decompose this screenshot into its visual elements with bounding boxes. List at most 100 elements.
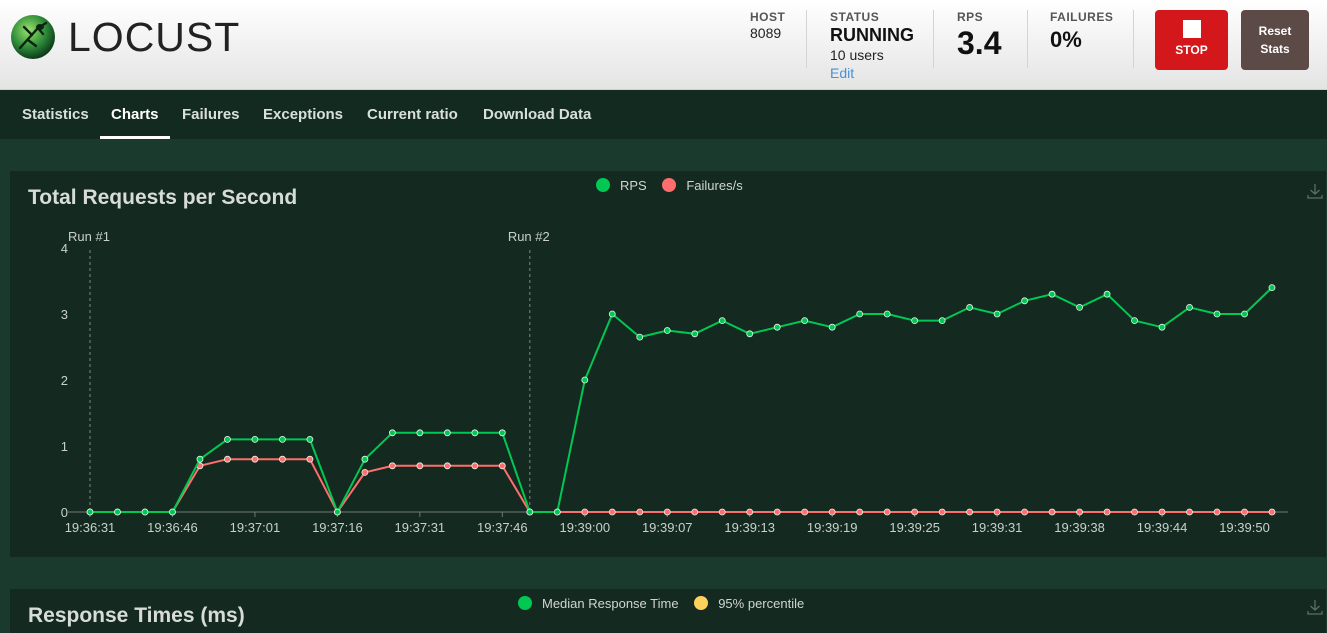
data-point <box>86 508 94 516</box>
legend-item-median[interactable]: Median Response Time <box>518 596 679 611</box>
data-point <box>361 468 369 476</box>
data-point <box>663 508 671 516</box>
stop-label: STOP <box>1175 43 1208 57</box>
y-tick-label: 0 <box>61 505 68 520</box>
data-point <box>169 508 176 516</box>
download-icon[interactable] <box>1306 598 1324 616</box>
chart-legend: Median Response Time 95% percentile <box>518 596 812 611</box>
data-point <box>718 317 726 325</box>
x-tick-label: 19:39:31 <box>972 520 1023 535</box>
data-point <box>938 317 946 325</box>
data-point <box>1158 508 1166 516</box>
legend-item-p95[interactable]: 95% percentile <box>694 596 804 611</box>
run-marker-label: Run #1 <box>68 229 110 244</box>
tab-statistics[interactable]: Statistics <box>22 106 89 123</box>
x-tick-label: 19:39:13 <box>724 520 775 535</box>
tab-failures[interactable]: Failures <box>182 106 240 123</box>
rps-line-chart: 0 1 2 3 4 19:36:31 19:36:46 19:37:01 19:37:16 19:… <box>61 229 1288 535</box>
data-point <box>691 330 699 338</box>
run-marker-label: Run #2 <box>508 229 550 244</box>
top-bar: LOCUST HOST 8089 STATUS RUNNING 10 users… <box>0 0 1327 90</box>
data-point <box>196 455 204 463</box>
status-label: STATUS <box>830 10 880 24</box>
legend-dot <box>518 596 532 610</box>
x-tick-label: 19:39:44 <box>1137 520 1188 535</box>
y-tick-label: 3 <box>61 307 68 322</box>
legend-label: 95% percentile <box>718 596 805 611</box>
data-point <box>938 508 946 516</box>
data-point <box>251 435 259 443</box>
chart-legend: RPS Failures/s <box>596 178 751 193</box>
tab-charts[interactable]: Charts <box>100 90 169 139</box>
x-tick-label: 19:37:46 <box>477 520 528 535</box>
failures-stat: FAILURES 0% <box>1050 10 1113 53</box>
download-icon[interactable] <box>1306 182 1324 200</box>
user-count: 10 users <box>830 47 884 63</box>
stop-button[interactable]: STOP <box>1155 10 1228 70</box>
legend-item-failures[interactable]: Failures/s <box>662 178 743 193</box>
data-point <box>581 376 589 384</box>
series-line <box>90 286 1273 515</box>
data-point <box>663 327 671 334</box>
divider <box>1133 10 1134 68</box>
data-point <box>801 317 809 325</box>
data-point <box>608 310 616 318</box>
data-point <box>993 310 1001 318</box>
data-point <box>279 435 286 443</box>
y-tick-label: 2 <box>61 373 68 388</box>
tab-download-data[interactable]: Download Data <box>483 106 592 123</box>
reset-stats-button[interactable]: Reset Stats <box>1241 10 1309 70</box>
data-point <box>1048 508 1056 516</box>
series-line <box>90 458 1272 514</box>
legend-dot <box>662 178 677 192</box>
data-point <box>1021 297 1029 305</box>
x-tick-label: 19:37:01 <box>230 520 281 535</box>
data-point <box>746 330 754 338</box>
data-point <box>801 508 809 516</box>
data-point <box>966 508 974 516</box>
x-tick-label: 19:39:50 <box>1219 520 1270 535</box>
failures-label: FAILURES <box>1050 10 1114 24</box>
tab-current-ratio[interactable]: Current ratio <box>367 106 458 123</box>
chart-title: Total Requests per Second <box>28 186 298 209</box>
tab-exceptions[interactable]: Exceptions <box>263 106 344 123</box>
x-tick-label: 19:39:07 <box>642 520 693 535</box>
legend-label: RPS <box>620 178 647 193</box>
x-tick-label: 19:37:31 <box>395 520 446 535</box>
data-point <box>1076 508 1083 516</box>
data-point <box>746 508 754 516</box>
data-point <box>553 508 561 516</box>
x-tick-label: 19:37:16 <box>312 520 363 535</box>
data-point <box>608 508 616 516</box>
divider <box>806 10 807 68</box>
edit-link[interactable]: Edit <box>830 65 855 81</box>
data-point <box>966 303 974 311</box>
data-point <box>773 323 781 331</box>
data-point <box>471 462 479 470</box>
data-point <box>911 508 919 516</box>
rps-label: RPS <box>957 10 984 24</box>
rps-chart-panel: Total Requests per Second RPS Failures/s… <box>10 171 1326 557</box>
x-tick-label: 19:39:38 <box>1054 520 1105 535</box>
host-label: HOST <box>750 10 786 24</box>
divider <box>933 10 934 68</box>
data-point <box>1103 508 1111 516</box>
data-point <box>1241 508 1248 516</box>
data-point <box>883 310 891 318</box>
x-tick-label: 19:39:19 <box>807 520 858 535</box>
data-point <box>1131 508 1138 516</box>
data-point <box>443 462 451 470</box>
data-point <box>306 435 314 443</box>
stop-icon <box>1182 20 1201 38</box>
data-point <box>279 455 286 463</box>
data-point <box>1021 508 1029 516</box>
data-point <box>224 435 231 443</box>
response-times-panel: Response Times (ms) Median Response Time… <box>10 589 1326 633</box>
legend-item-rps[interactable]: RPS <box>596 178 647 193</box>
reset-label: Reset <box>1258 24 1292 38</box>
data-point <box>1213 310 1221 318</box>
status-value: RUNNING <box>830 25 914 45</box>
rps-stat: RPS 3.4 <box>957 10 1001 62</box>
data-point <box>581 508 589 516</box>
legend-label: Failures/s <box>686 178 743 193</box>
